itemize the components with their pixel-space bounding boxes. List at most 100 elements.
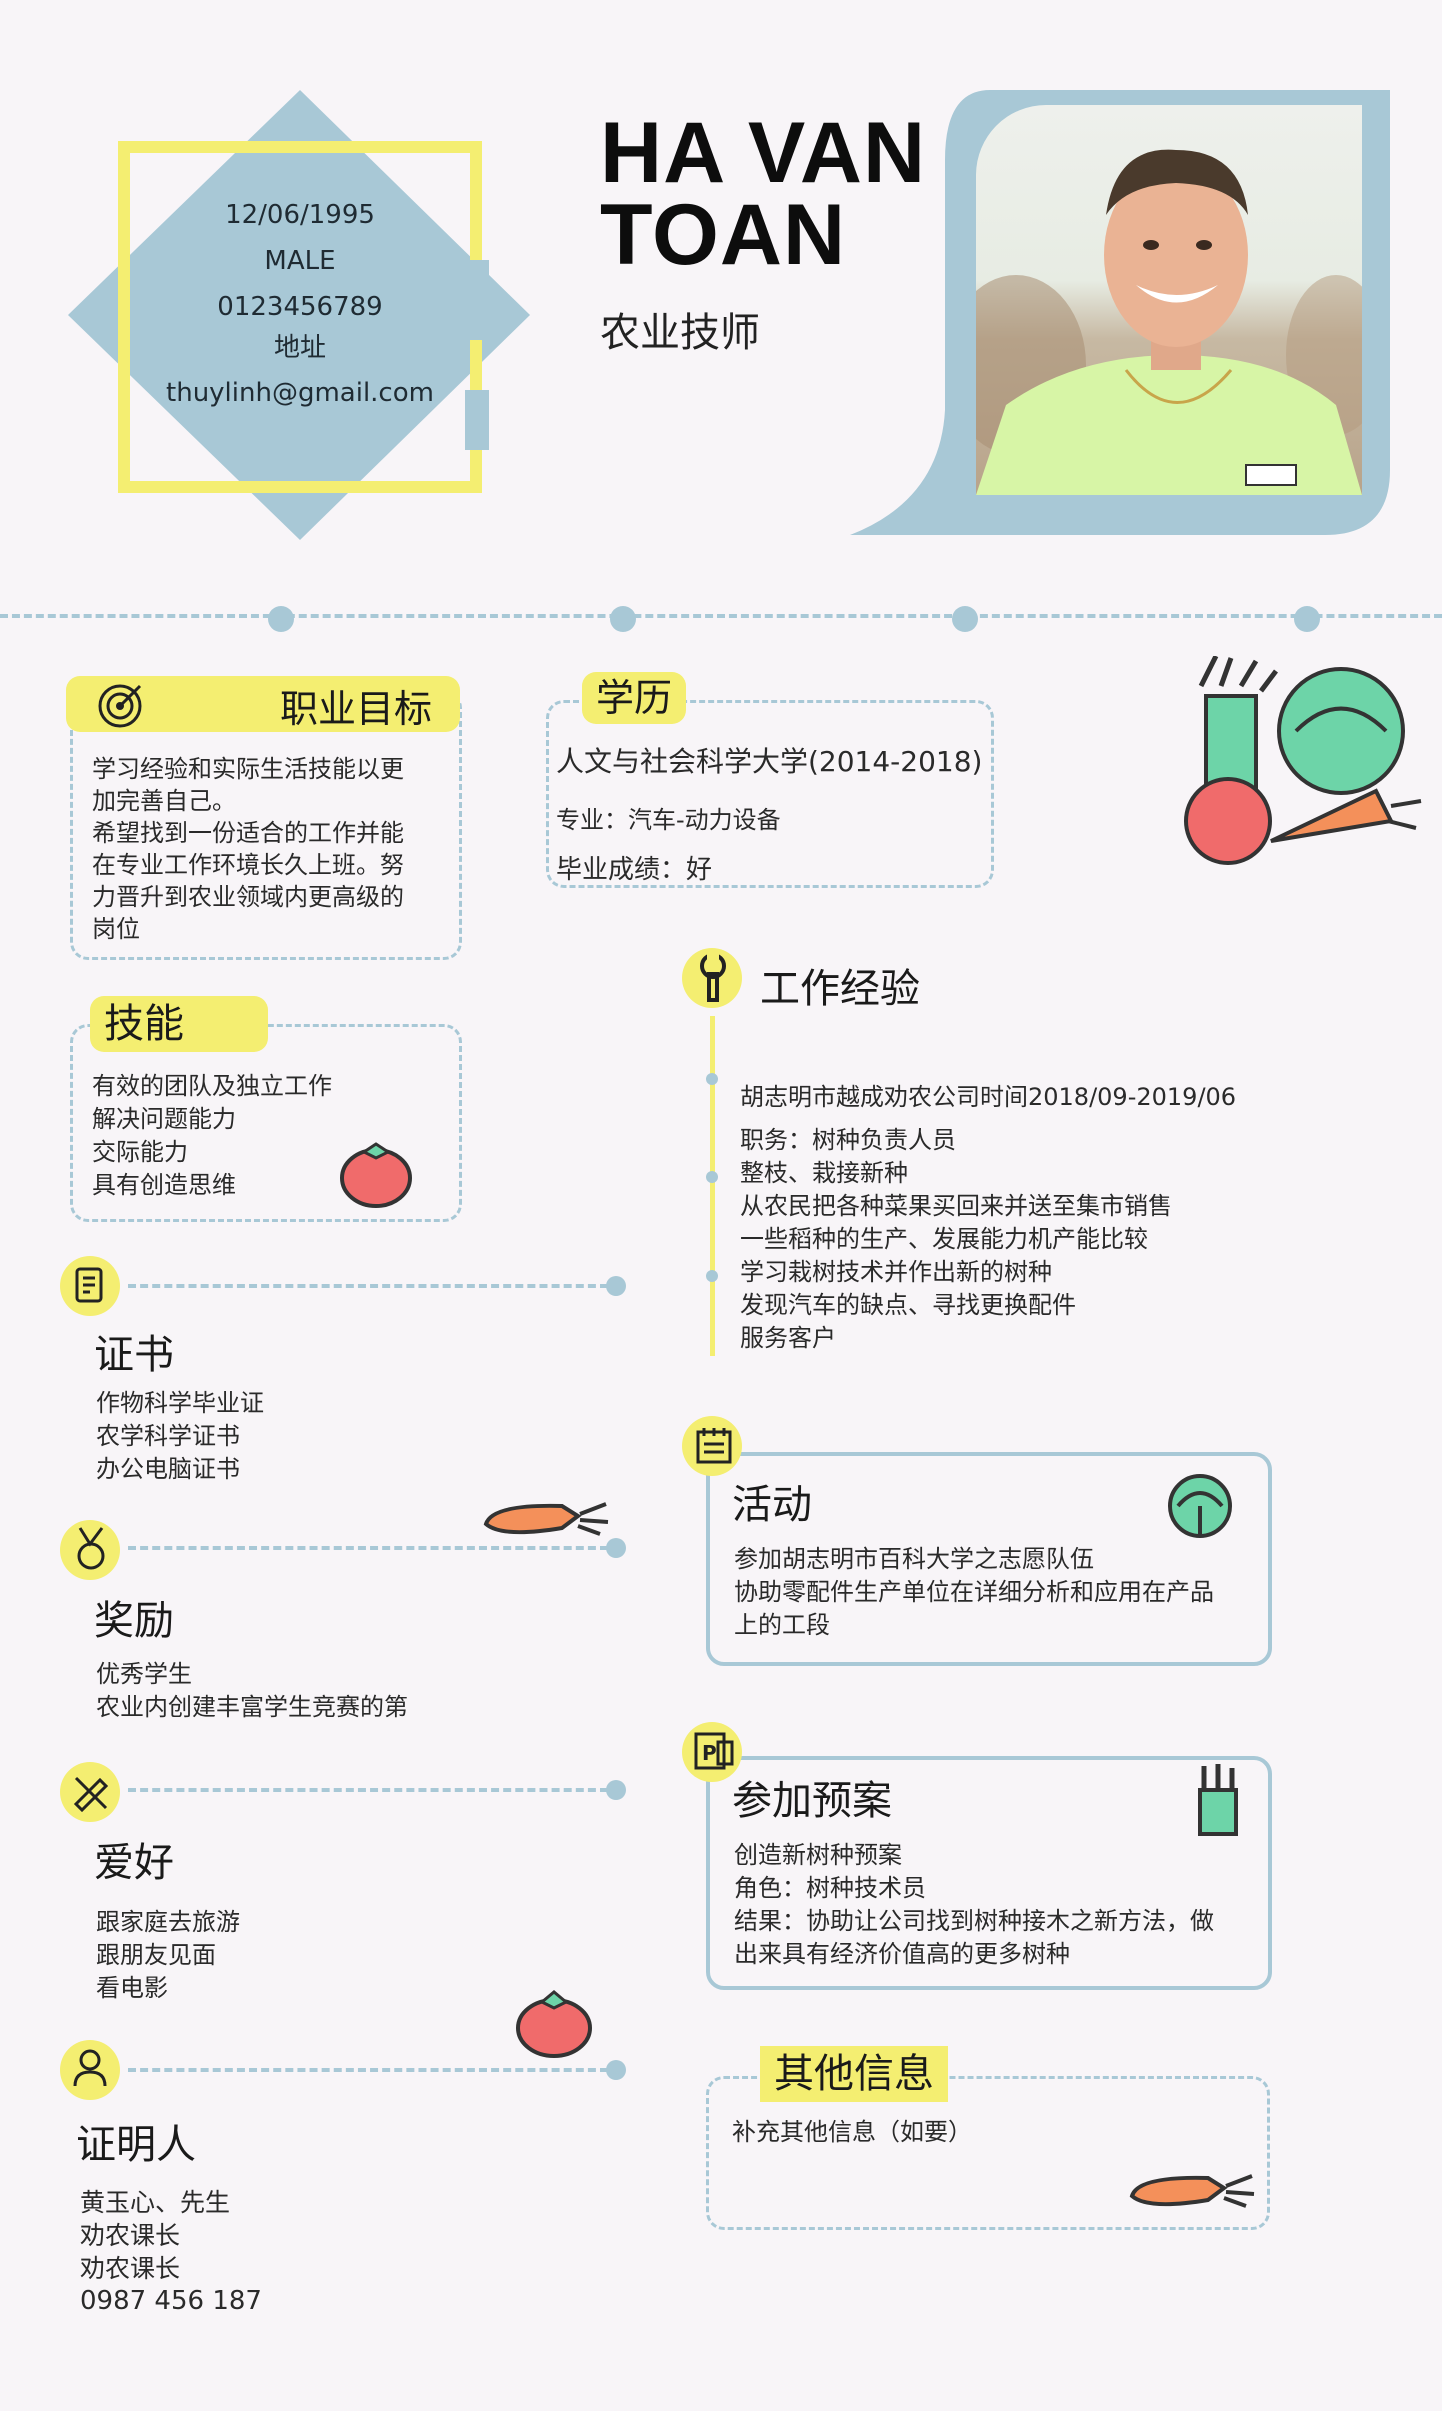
certificate-item: 农学科学证书 <box>96 1422 240 1450</box>
divider-dot <box>606 1780 626 1800</box>
name-line2: TOAN <box>600 187 847 283</box>
experience-line: 发现汽车的缺点、寻找更换配件 <box>740 1291 1076 1319</box>
awards-title: 奖励 <box>94 1598 174 1644</box>
experience-line: 从农民把各种菜果买回来并送至集市销售 <box>740 1192 1172 1220</box>
experience-line: 职务：树种负责人员 <box>740 1126 956 1154</box>
objective-line: 加完善自己。 <box>92 787 236 815</box>
timeline-dot <box>706 1073 718 1085</box>
dob: 12/06/1995 <box>225 200 375 230</box>
info-diamond-shape <box>68 90 530 540</box>
objective-title: 职业目标 <box>280 687 433 731</box>
project-line: 结果：协助让公司找到树种接木之新方法，做 <box>734 1907 1214 1935</box>
pencil-ruler-icon <box>72 1774 110 1816</box>
divider-dot <box>1294 606 1320 632</box>
gender: MALE <box>264 246 336 276</box>
education-content: 人文与社会科学大学(2014-2018) 专业：汽车-动力设备 毕业成绩：好 <box>556 740 982 886</box>
reference-item: 劝农课长 <box>80 2221 181 2250</box>
person-icon <box>72 2048 108 2092</box>
other-text: 补充其他信息（如要） <box>732 2118 972 2146</box>
objective-line: 学习经验和实际生活技能以更 <box>92 755 404 783</box>
skill-item: 有效的团队及独立工作 <box>92 1072 332 1100</box>
timeline-dot <box>706 1171 718 1183</box>
activities-title: 活动 <box>732 1482 812 1528</box>
education-school: 人文与社会科学大学(2014-2018) <box>556 745 983 778</box>
carrot-icon <box>1128 2162 1258 2216</box>
experience-text: 胡志明市越成劝农公司时间2018/09-2019/06 职务：树种负责人员 整枝… <box>740 1081 1236 1355</box>
hobbies-list: 跟家庭去旅游 跟朋友见面 看电影 <box>96 1906 240 2005</box>
objective-line: 在专业工作环境长久上班。努 <box>92 851 404 879</box>
activity-line: 上的工段 <box>734 1611 830 1639</box>
vegetables-illustration <box>1176 654 1426 870</box>
experience-line: 整枝、栽接新种 <box>740 1159 908 1187</box>
awards-list: 优秀学生 农业内创建丰富学生竞赛的第 <box>96 1658 408 1724</box>
objective-text: 学习经验和实际生活技能以更 加完善自己。 希望找到一份适合的工作并能 在专业工作… <box>92 753 404 945</box>
hobby-item: 看电影 <box>96 1974 168 2002</box>
asparagus-icon <box>1190 1762 1250 1842</box>
experience-line: 胡志明市越成劝农公司时间2018/09-2019/06 <box>740 1083 1237 1111</box>
education-box <box>546 700 994 888</box>
projects-box <box>706 1756 1272 1990</box>
info-block <box>60 80 540 560</box>
notepad-icon <box>694 1426 734 1470</box>
hobbies-title: 爱好 <box>94 1840 174 1886</box>
wrench-icon <box>696 952 730 1008</box>
award-item: 农业内创建丰富学生竞赛的第 <box>96 1693 408 1721</box>
activities-text: 参加胡志明市百科大学之志愿队伍 协助零配件生产单位在详细分析和应用在产品 上的工… <box>734 1543 1214 1642</box>
projects-text: 创造新树种预案 角色：树种技术员 结果：协助让公司找到树种接木之新方法，做 出来… <box>734 1839 1214 1971</box>
header-divider <box>0 614 1442 618</box>
hobbies-divider <box>128 1788 608 1792</box>
portrait-illustration <box>976 149 1362 495</box>
divider-dot <box>606 2060 626 2080</box>
carrot-icon <box>482 1490 612 1544</box>
certificates-title: 证书 <box>94 1332 174 1378</box>
medal-icon <box>74 1526 108 1576</box>
certificate-item: 办公电脑证书 <box>96 1455 240 1483</box>
tomato-icon <box>512 1986 596 2062</box>
references-title: 证明人 <box>76 2122 196 2168</box>
other-box <box>706 2076 1270 2230</box>
experience-line: 学习栽树技术并作出新的树种 <box>740 1258 1052 1286</box>
skill-item: 解决问题能力 <box>92 1105 236 1133</box>
education-grade: 毕业成绩：好 <box>556 855 713 885</box>
divider-dot <box>268 606 294 632</box>
education-major: 专业：汽车-动力设备 <box>556 806 781 834</box>
objective-line: 岗位 <box>92 915 140 943</box>
certificate-icon <box>74 1266 106 1310</box>
hobby-item: 跟家庭去旅游 <box>96 1908 240 1936</box>
medal-icon-circle <box>60 1520 120 1580</box>
award-item: 优秀学生 <box>96 1660 192 1688</box>
divider-dot <box>606 1538 626 1558</box>
certificates-list: 作物科学毕业证 农学科学证书 办公电脑证书 <box>96 1387 264 1486</box>
skills-title: 技能 <box>90 996 268 1052</box>
experience-title: 工作经验 <box>760 966 920 1012</box>
experience-timeline <box>710 1016 715 1356</box>
divider-dot <box>610 606 636 632</box>
objective-line: 力晋升到农业领域内更高级的 <box>92 883 404 911</box>
activity-icon-circle <box>682 1416 742 1476</box>
skill-item: 具有创造思维 <box>92 1171 236 1199</box>
reference-item: 黄玉心、先生 <box>80 2188 231 2217</box>
projects-title: 参加预案 <box>732 1778 892 1824</box>
name-line1: HA VAN <box>600 105 927 201</box>
certificate-divider <box>128 1284 608 1288</box>
experience-line: 服务客户 <box>740 1324 836 1352</box>
profile-photo <box>976 105 1362 495</box>
job-title: 农业技师 <box>600 310 760 356</box>
tomato-icon <box>336 1138 416 1212</box>
timeline-dot <box>706 1270 718 1282</box>
project-line: 出来具有经济价值高的更多树种 <box>734 1940 1070 1968</box>
references-divider <box>128 2068 608 2072</box>
reference-item: 劝农课长 <box>80 2254 181 2283</box>
other-title: 其他信息 <box>760 2046 948 2102</box>
phone: 0123456789 <box>217 292 383 322</box>
info-text: 12/06/1995 MALE 0123456789 地址 thuylinh@g… <box>140 192 460 416</box>
divider-dot <box>952 606 978 632</box>
objective-line: 希望找到一份适合的工作并能 <box>92 819 404 847</box>
awards-divider <box>128 1546 608 1550</box>
reference-phone: 0987 456 187 <box>80 2286 262 2316</box>
cabbage-icon <box>1160 1468 1240 1544</box>
project-line: 创造新树种预案 <box>734 1841 902 1869</box>
activities-box <box>706 1452 1272 1666</box>
presentation-icon: P <box>692 1730 736 1778</box>
address: 地址 <box>273 333 326 363</box>
